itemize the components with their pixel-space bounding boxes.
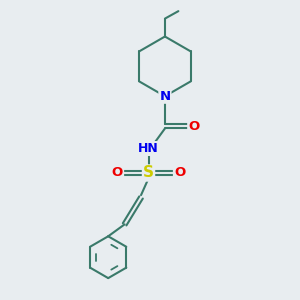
Text: O: O <box>112 167 123 179</box>
Text: N: N <box>159 90 170 103</box>
Text: O: O <box>174 167 185 179</box>
Text: HN: HN <box>138 142 159 155</box>
Text: S: S <box>143 166 154 181</box>
Text: O: O <box>188 120 200 133</box>
